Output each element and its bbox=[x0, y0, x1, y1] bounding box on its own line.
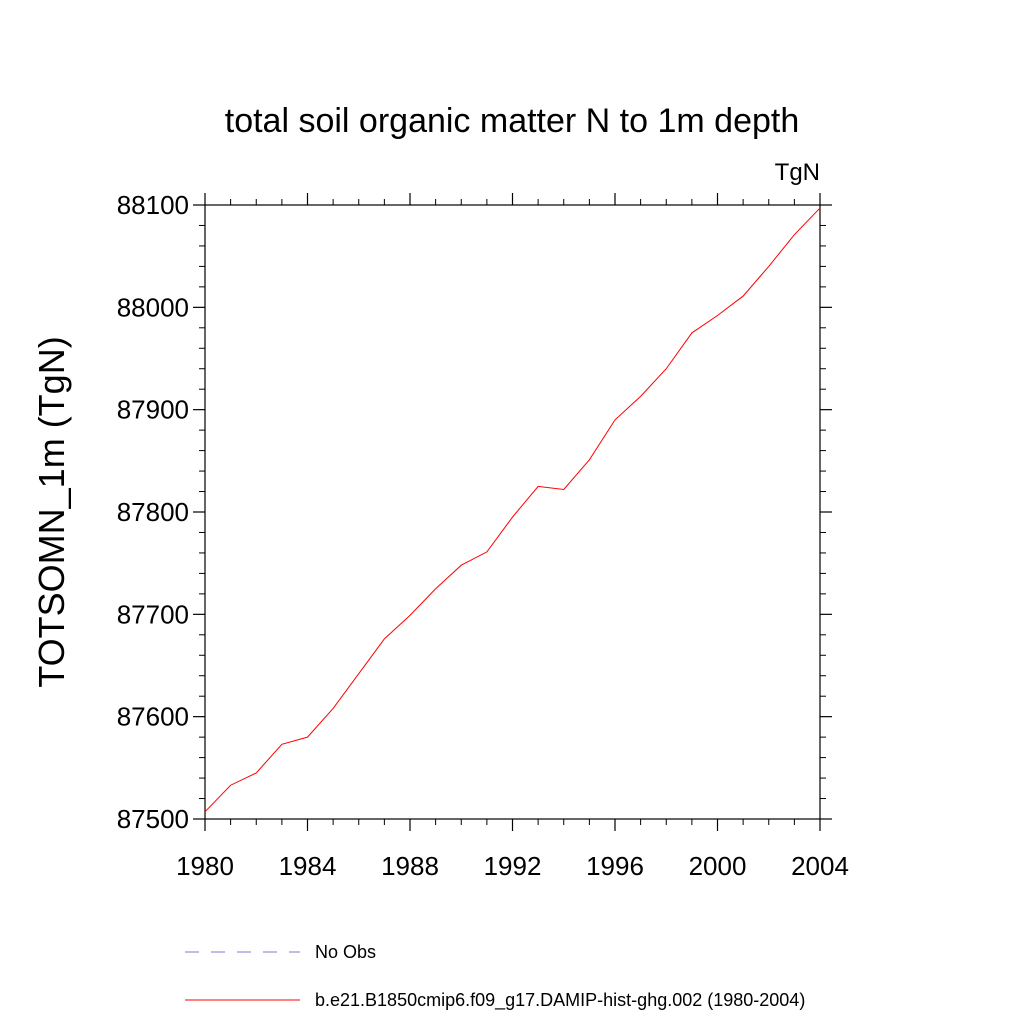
y-tick-label: 87900 bbox=[117, 395, 189, 425]
units-label: TgN bbox=[775, 159, 820, 186]
y-ticks: 87500 87600 87700 87800 87900 88000 88100 bbox=[117, 190, 832, 834]
series-line bbox=[204, 207, 821, 813]
y-tick-label: 87700 bbox=[117, 599, 189, 629]
x-tick-label: 1992 bbox=[484, 851, 542, 881]
x-tick-label: 2000 bbox=[689, 851, 747, 881]
y-tick-label: 88000 bbox=[117, 292, 189, 322]
x-ticks: 1980 1984 1988 1992 1996 2000 2004 bbox=[176, 193, 849, 881]
y-tick-label: 87800 bbox=[117, 497, 189, 527]
legend-label-model: b.e21.B1850cmip6.f09_g17.DAMIP-hist-ghg.… bbox=[315, 990, 805, 1011]
plot-frame bbox=[204, 204, 821, 820]
x-tick-label: 1988 bbox=[381, 851, 439, 881]
y-tick-label: 87600 bbox=[117, 702, 189, 732]
x-tick-label: 2004 bbox=[791, 851, 849, 881]
x-tick-label: 1996 bbox=[586, 851, 644, 881]
y-axis-label: TOTSOMN_1m (TgN) bbox=[31, 336, 72, 687]
y-tick-label: 88100 bbox=[117, 190, 189, 220]
legend: No Obs b.e21.B1850cmip6.f09_g17.DAMIP-hi… bbox=[185, 942, 805, 1011]
legend-label-no-obs: No Obs bbox=[315, 942, 376, 962]
x-tick-label: 1984 bbox=[279, 851, 337, 881]
y-tick-label: 87500 bbox=[117, 804, 189, 834]
series-layer bbox=[204, 207, 821, 813]
x-tick-label: 1980 bbox=[176, 851, 234, 881]
chart-title: total soil organic matter N to 1m depth bbox=[225, 102, 800, 140]
